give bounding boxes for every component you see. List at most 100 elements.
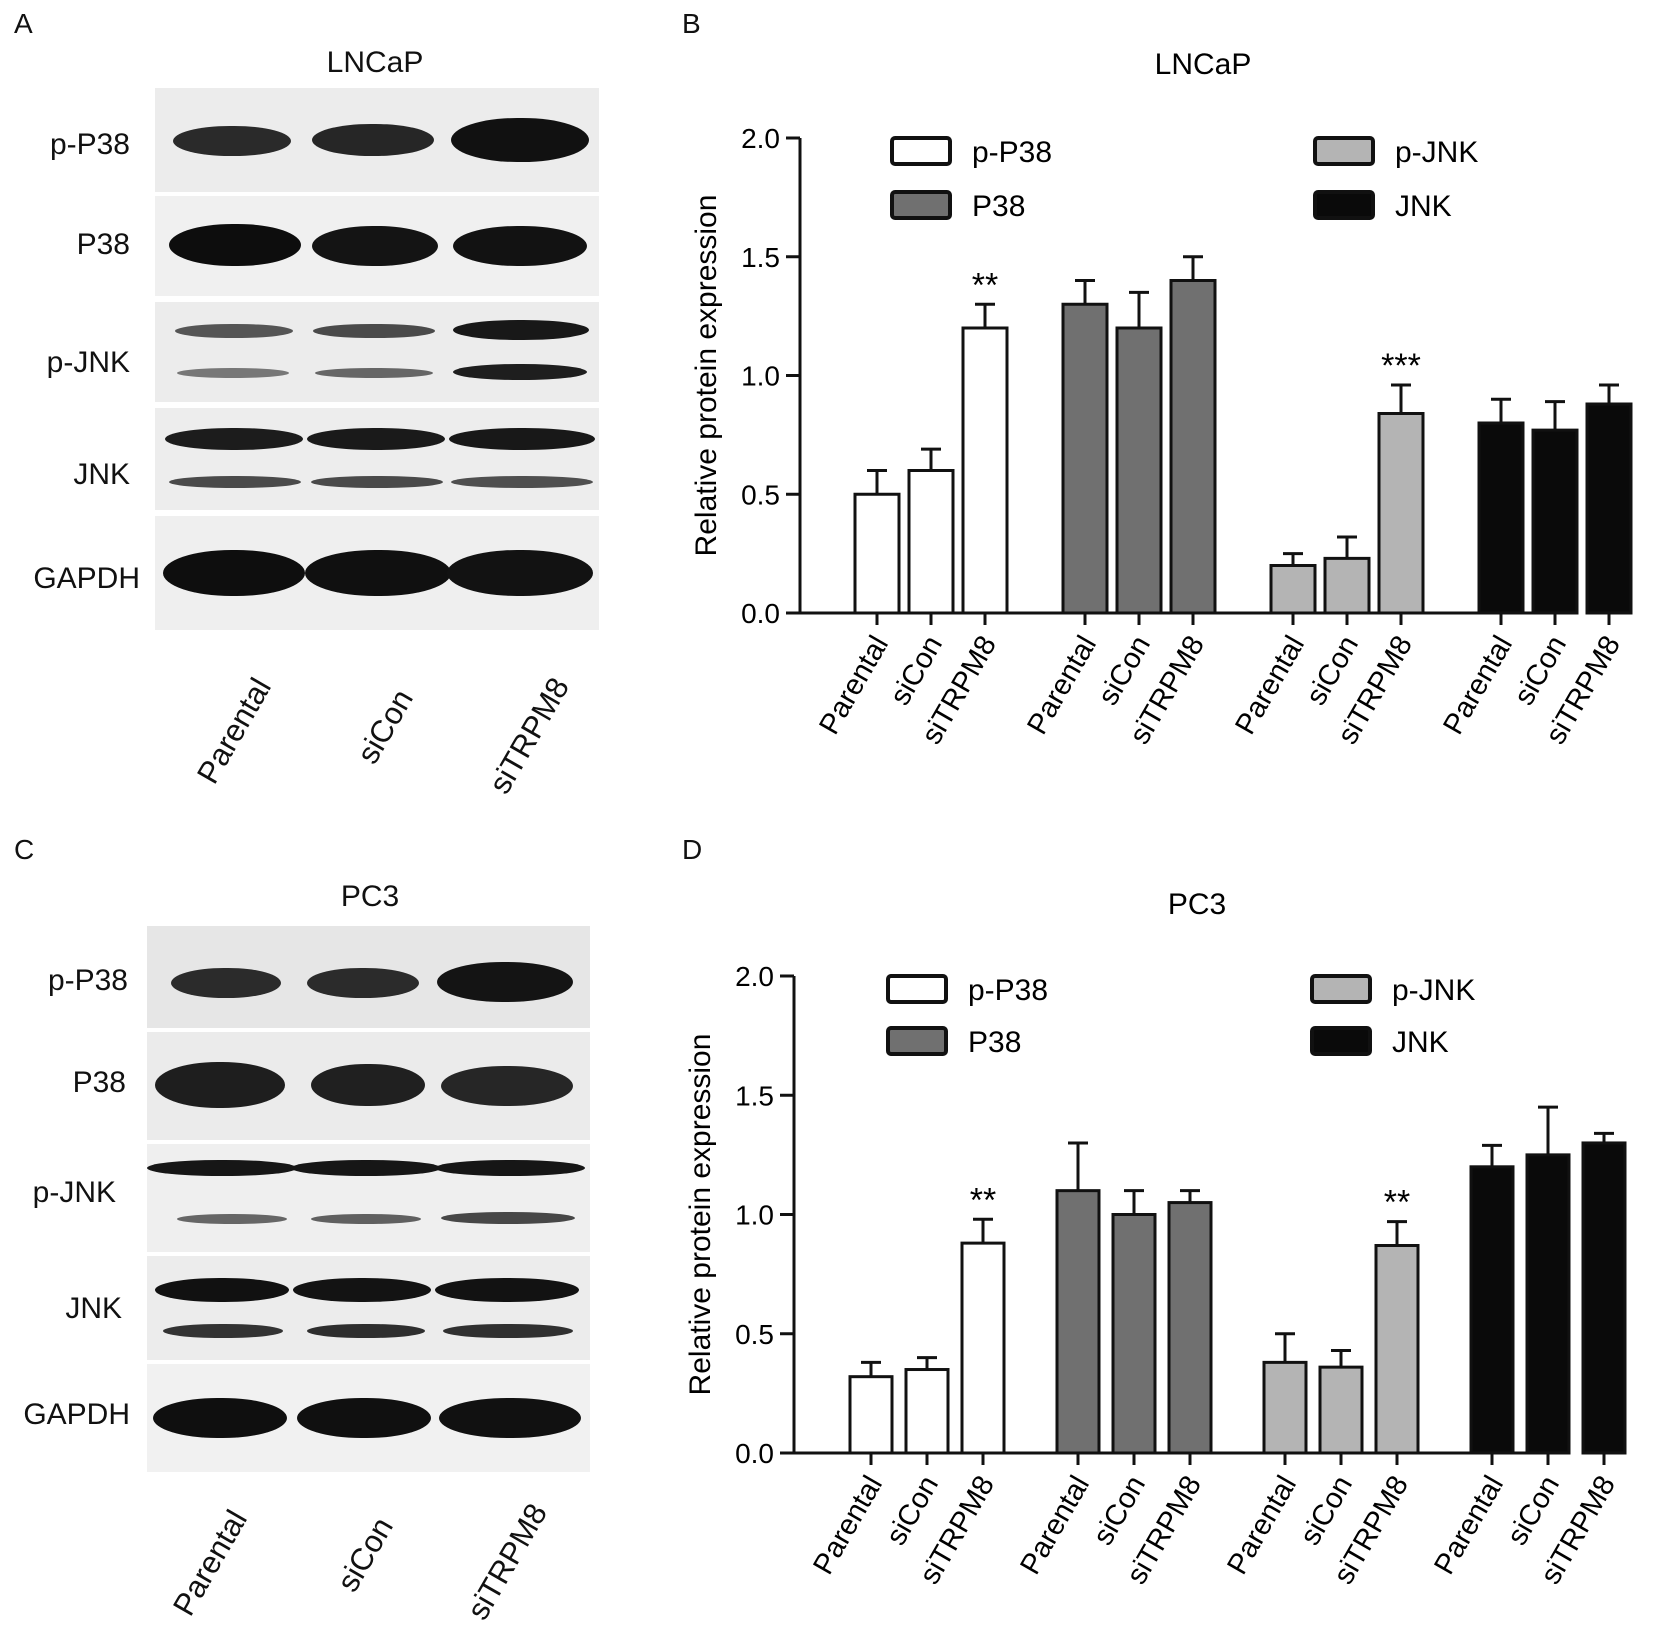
blot-strip-gapdh <box>155 516 599 630</box>
x-tick-label: Parental <box>1437 631 1519 741</box>
y-tick-label: 1.5 <box>741 242 780 273</box>
significance-label: ** <box>972 266 998 304</box>
blot-title-a: LNCaP <box>326 46 424 79</box>
row-label-p-jnk: p-JNK <box>32 1176 116 1209</box>
bar <box>1262 1360 1308 1455</box>
significance-label: ** <box>1384 1184 1410 1222</box>
y-tick-label: 0.5 <box>741 479 780 510</box>
chart-title: LNCaP <box>1155 48 1252 81</box>
bar <box>1525 1153 1571 1455</box>
blot-strip-p-p38 <box>155 88 599 192</box>
legend-swatch <box>890 190 952 220</box>
x-tick-label: Parental <box>807 1471 889 1581</box>
bar <box>961 326 1009 615</box>
bar <box>960 1241 1006 1455</box>
row-label-gapdh: GAPDH <box>33 562 140 595</box>
y-tick-label: 1.0 <box>741 361 780 392</box>
blot-strip-p-jnk <box>155 302 599 402</box>
legend-swatch <box>1313 136 1375 166</box>
significance-label: ** <box>970 1181 996 1219</box>
blot-image-a <box>155 88 599 630</box>
y-axis-label: Relative protein expression <box>684 1034 717 1396</box>
lane-label-sitrpm8: siTRPM8 <box>460 1497 555 1626</box>
bar <box>1531 428 1579 615</box>
bar <box>1111 1213 1157 1455</box>
bar <box>907 469 955 615</box>
row-label-p38: P38 <box>72 1066 126 1099</box>
panel-letter-b: B <box>682 8 701 39</box>
row-label-jnk: JNK <box>73 458 130 491</box>
bar-chart-lncap: LNCaP Relative protein expression 0.0 0.5 1.… <box>690 48 1633 750</box>
row-label-p-p38: p-P38 <box>47 964 128 997</box>
bar <box>1055 1189 1101 1455</box>
bar <box>1169 279 1217 615</box>
legend-label: p-P38 <box>968 974 1048 1007</box>
lane-label-parental: Parental <box>190 672 279 790</box>
bar <box>853 492 901 615</box>
y-tick-label: 2.0 <box>735 961 774 992</box>
panel-letter-a: A <box>14 8 33 39</box>
legend-label: p-P38 <box>972 136 1052 169</box>
blot-title-c: PC3 <box>340 880 400 913</box>
bar-chart-pc3: PC3 Relative protein expression 0.0 0.5 1.0 1… <box>684 888 1627 1590</box>
legend-label: p-JNK <box>1395 136 1478 169</box>
bar <box>848 1375 894 1455</box>
legend-swatch <box>1310 1026 1372 1056</box>
bar <box>1167 1201 1213 1455</box>
bar <box>1323 556 1371 615</box>
bar <box>904 1368 950 1455</box>
bar <box>1585 402 1633 615</box>
bar <box>1269 564 1317 615</box>
y-tick-label: 1.5 <box>735 1080 774 1111</box>
x-tick-label: Parental <box>1021 631 1103 741</box>
bar <box>1374 1244 1420 1455</box>
blot-strip-jnk <box>147 1256 590 1360</box>
blot-strip-gapdh <box>147 1364 590 1472</box>
y-tick-label: 0.0 <box>741 598 780 629</box>
y-tick-label: 2.0 <box>741 123 780 154</box>
x-tick-label: Parental <box>1014 1471 1096 1581</box>
legend-swatch <box>1313 190 1375 220</box>
x-tick-label: Parental <box>813 631 895 741</box>
legend-label: P38 <box>968 1026 1021 1059</box>
legend-swatch <box>1310 974 1372 1004</box>
panel-letter-d: D <box>682 834 703 865</box>
legend-label: P38 <box>972 190 1025 223</box>
legend-label: JNK <box>1395 190 1452 223</box>
legend-label: p-JNK <box>1392 974 1475 1007</box>
blot-strip-p38 <box>155 196 599 296</box>
y-axis-label: Relative protein expression <box>690 195 723 557</box>
blot-strip-jnk <box>155 408 599 510</box>
y-tick-label: 0.0 <box>735 1438 774 1469</box>
blot-strip-p-jnk <box>147 1144 590 1252</box>
bar <box>1377 412 1425 615</box>
row-label-p38: P38 <box>76 228 130 261</box>
bar <box>1061 302 1109 615</box>
x-tick-label: Parental <box>1229 631 1311 741</box>
bar <box>1477 421 1525 615</box>
x-tick-label: Parental <box>1428 1471 1510 1581</box>
x-tick-label: Parental <box>1221 1471 1303 1581</box>
bar <box>1469 1165 1515 1455</box>
row-label-p-p38: p-P38 <box>49 128 130 161</box>
blot-strip-p-p38 <box>147 926 590 1028</box>
bar <box>1115 326 1163 615</box>
y-tick-label: 0.5 <box>735 1319 774 1350</box>
blot-strip-p38 <box>147 1032 590 1140</box>
lane-label-sicon: siCon <box>330 1511 400 1598</box>
row-label-jnk: JNK <box>65 1292 122 1325</box>
bar <box>1581 1141 1627 1455</box>
row-label-p-jnk: p-JNK <box>46 346 130 379</box>
lane-label-parental: Parental <box>166 1504 255 1622</box>
bar <box>1318 1365 1364 1455</box>
chart-title: PC3 <box>1168 888 1226 921</box>
legend-label: JNK <box>1392 1026 1449 1059</box>
significance-label: *** <box>1381 347 1421 385</box>
y-tick-label: 1.0 <box>735 1200 774 1231</box>
blot-image-c <box>147 926 590 1472</box>
panel-letter-c: C <box>14 834 35 865</box>
lane-label-sicon: siCon <box>350 683 420 770</box>
legend-swatch <box>886 1026 948 1056</box>
row-label-gapdh: GAPDH <box>23 1398 130 1431</box>
lane-label-sitrpm8: siTRPM8 <box>482 671 577 800</box>
